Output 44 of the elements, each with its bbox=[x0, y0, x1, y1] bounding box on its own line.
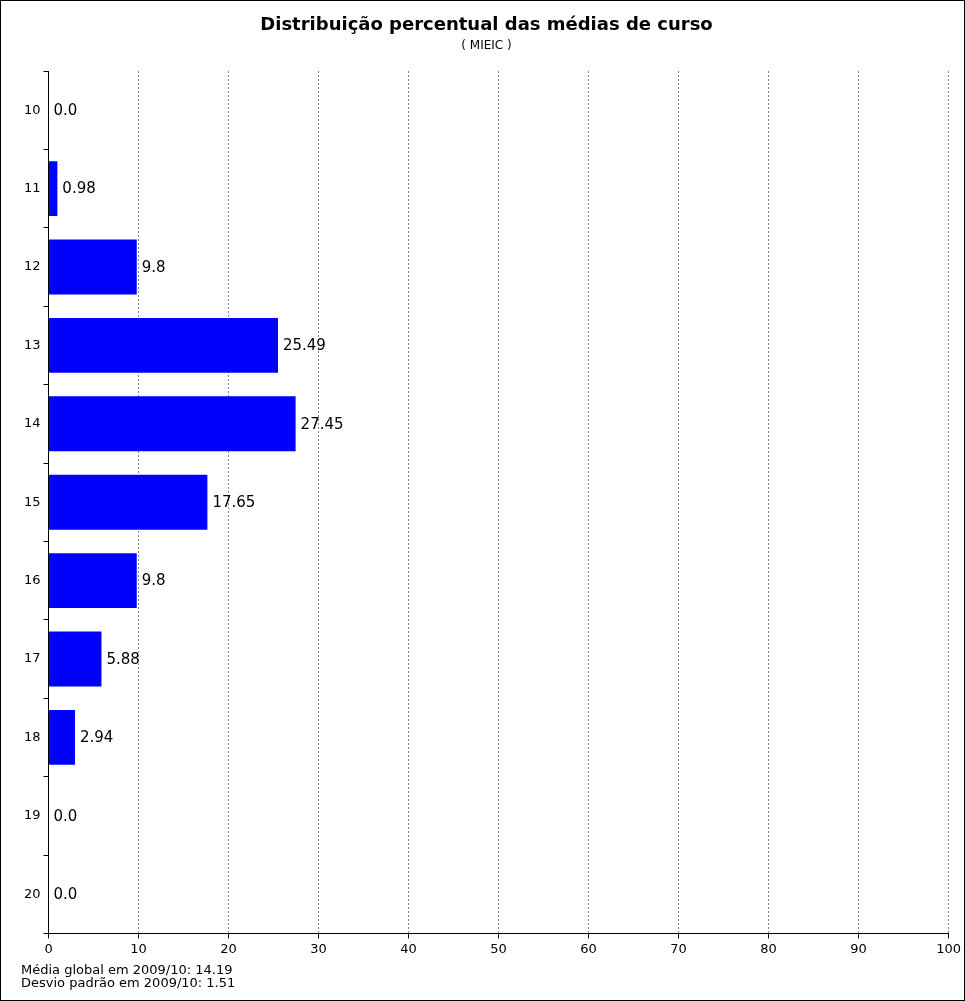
data-label: 9.8 bbox=[141, 571, 166, 590]
data-label: 25.49 bbox=[282, 336, 326, 355]
data-label: 0.0 bbox=[53, 806, 78, 825]
x-tick-label: 90 bbox=[850, 940, 867, 956]
data-label: 17.65 bbox=[212, 493, 256, 512]
data-label: 0.0 bbox=[53, 885, 78, 904]
y-tick-label: 12 bbox=[24, 258, 41, 274]
text: Média global em 2009/10: 14.19 bbox=[21, 962, 233, 977]
x-tick-label: 20 bbox=[220, 940, 237, 956]
y-tick-label: 13 bbox=[24, 336, 41, 352]
chart-title: Distribuição percentual das médias de curso bbox=[260, 13, 713, 35]
x-tick-label: 60 bbox=[580, 940, 597, 956]
y-tick-label: 19 bbox=[24, 807, 41, 823]
chart-subtitle: ( MIEIC ) bbox=[461, 37, 512, 52]
data-label: 0.98 bbox=[62, 179, 96, 198]
bar bbox=[49, 631, 102, 687]
data-label: 27.45 bbox=[300, 414, 344, 433]
bar bbox=[49, 709, 75, 765]
y-tick-label: 18 bbox=[24, 728, 41, 744]
x-tick-label: 100 bbox=[936, 940, 962, 956]
bar bbox=[49, 553, 137, 609]
y-tick-label: 16 bbox=[24, 571, 41, 587]
data-label: 0.0 bbox=[53, 101, 78, 120]
data-label: 9.8 bbox=[141, 257, 166, 276]
y-tick-label: 15 bbox=[24, 493, 41, 509]
data-label: 2.94 bbox=[80, 728, 114, 747]
y-tick-label: 17 bbox=[24, 650, 41, 666]
bar bbox=[49, 161, 58, 217]
bar bbox=[49, 474, 208, 530]
y-tick-label: 14 bbox=[24, 415, 41, 431]
bar bbox=[49, 239, 137, 295]
bar bbox=[49, 396, 296, 452]
x-tick-label: 0 bbox=[44, 940, 53, 956]
x-tick-label: 70 bbox=[670, 940, 687, 956]
x-tick-label: 80 bbox=[760, 940, 777, 956]
data-label: 5.88 bbox=[106, 649, 140, 668]
bar bbox=[49, 317, 278, 373]
x-tick-label: 40 bbox=[400, 940, 417, 956]
y-tick-label: 11 bbox=[24, 179, 41, 195]
y-tick-label: 10 bbox=[24, 101, 41, 117]
y-tick-label: 20 bbox=[24, 885, 41, 901]
x-tick-label: 10 bbox=[130, 940, 147, 956]
x-tick-label: 50 bbox=[490, 940, 507, 956]
x-tick-label: 30 bbox=[310, 940, 327, 956]
